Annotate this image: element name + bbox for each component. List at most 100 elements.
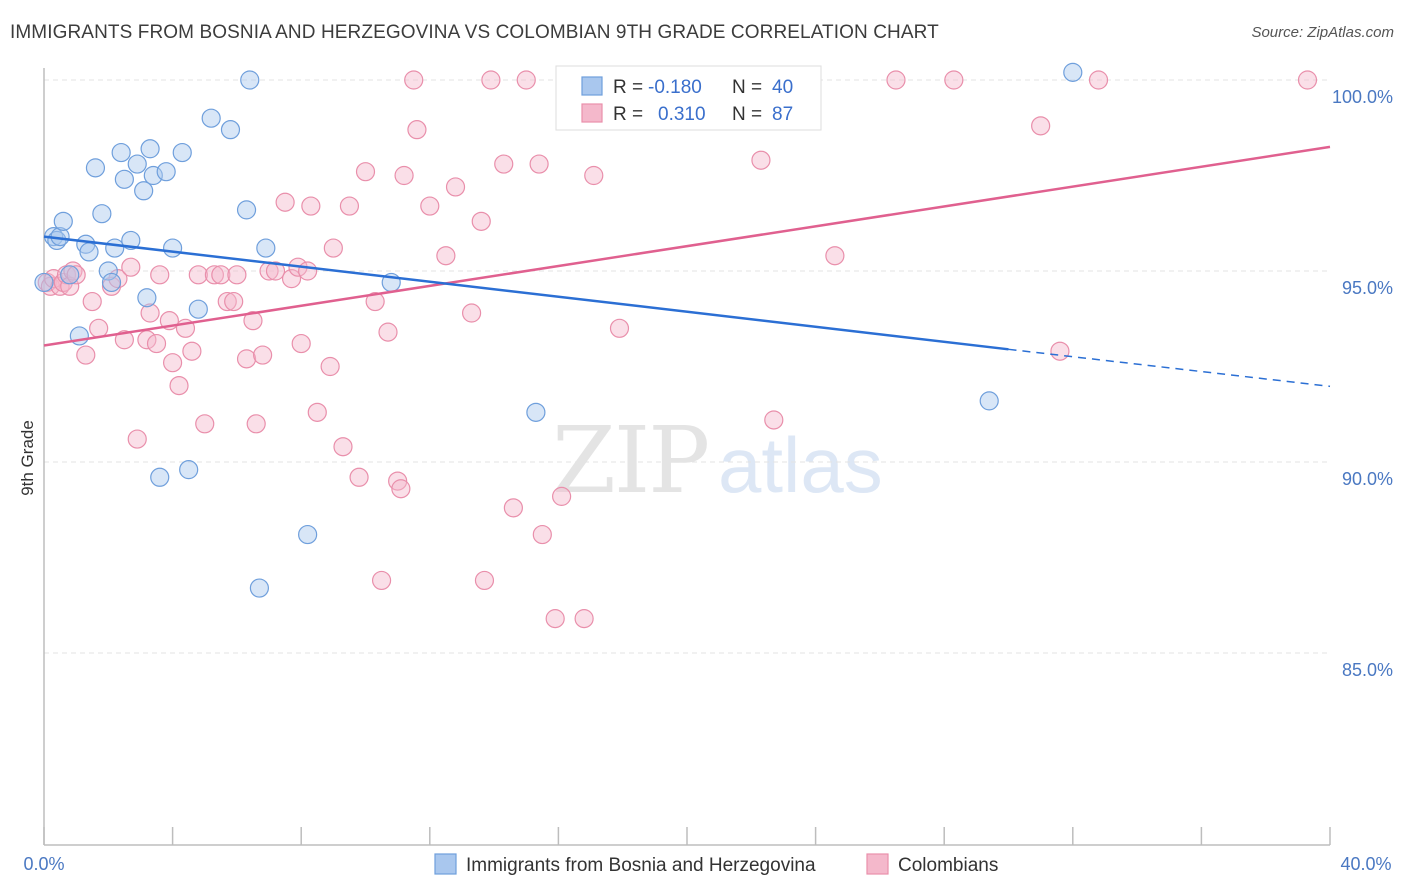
colombians-point <box>163 353 183 373</box>
bosnia-point <box>236 200 257 220</box>
bosnia-point <box>137 288 157 308</box>
bosnia-point <box>240 70 260 90</box>
legend-n-label-colombians: N = <box>732 104 762 125</box>
colombians-point <box>169 376 189 396</box>
colombians-point <box>1088 70 1109 90</box>
colombians-point <box>552 486 572 506</box>
colombians-point <box>281 269 302 289</box>
colombians-point <box>121 257 141 277</box>
colombians-point <box>609 318 630 338</box>
colombians-point <box>320 356 340 377</box>
colombians-point <box>394 165 414 186</box>
series-legend-swatch-colombians <box>866 853 889 875</box>
colombians-point <box>481 70 501 90</box>
legend-n-value-bosnia: 40 <box>772 77 793 98</box>
colombians-point <box>195 414 215 434</box>
colombians-point <box>114 330 134 350</box>
bosnia-points <box>34 62 1083 598</box>
colombians-point <box>146 333 167 354</box>
bosnia-point <box>79 242 99 262</box>
bosnia-point <box>114 169 134 189</box>
colombians-point <box>1031 116 1051 136</box>
x-tick-label-min: 0.0% <box>23 854 64 874</box>
bosnia-point <box>163 238 183 258</box>
colombians-point <box>307 402 327 422</box>
colombians-point <box>246 414 266 434</box>
colombians-point <box>529 154 549 174</box>
colombians-point <box>371 570 392 591</box>
colombians-point <box>886 70 906 90</box>
colombians-point <box>764 410 784 430</box>
legend-r-value-colombians: 0.310 <box>658 104 706 125</box>
bosnia-point <box>220 120 241 140</box>
colombians-point <box>217 291 237 312</box>
y-tick-label: 100.0% <box>1332 87 1393 107</box>
source-credit: Source: ZipAtlas.com <box>1251 24 1394 41</box>
watermark: ZIP atlas <box>552 407 883 514</box>
colombians-point <box>275 192 295 212</box>
colombians-point <box>140 303 160 323</box>
legend-r-label-bosnia: R = <box>613 77 643 98</box>
colombians-point <box>445 177 466 197</box>
colombians-point <box>545 609 565 629</box>
colombians-point <box>407 120 427 140</box>
bosnia-point <box>92 204 112 224</box>
colombians-point <box>944 70 964 90</box>
bosnia-point <box>256 238 276 258</box>
watermark-atlas: atlas <box>718 421 883 509</box>
series-legend-label-colombians: Colombians <box>898 855 998 876</box>
bosnia-point <box>105 238 125 258</box>
bosnia-point <box>298 524 318 545</box>
legend-swatch-bosnia <box>581 76 603 96</box>
colombians-point <box>355 162 376 182</box>
colombians-point <box>76 345 96 365</box>
colombians-point <box>461 303 482 323</box>
colombians-point <box>349 467 369 487</box>
series-legend: Immigrants from Bosnia and Herzegovina C… <box>434 853 998 876</box>
bosnia-point <box>249 578 270 598</box>
bosnia-point <box>98 261 118 281</box>
bosnia-point <box>979 391 999 411</box>
colombians-point <box>150 265 170 285</box>
colombians-point <box>584 165 604 186</box>
bosnia-point <box>201 108 221 128</box>
correlation-legend: R = -0.180 N = 40 R = 0.310 N = 87 <box>555 65 822 131</box>
watermark-zip: ZIP <box>552 407 708 514</box>
bosnia-point <box>150 467 170 487</box>
colombians-point <box>301 196 321 216</box>
x-tick-label-max: 40.0% <box>1340 854 1391 874</box>
colombians-point <box>227 265 247 285</box>
colombians-point <box>378 322 398 342</box>
colombians-point <box>188 265 208 285</box>
bosnia-point <box>172 142 192 163</box>
y-axis-label: 9th Grade <box>18 420 37 496</box>
bosnia-trend-extrapolation <box>1008 348 1331 388</box>
chart-title: IMMIGRANTS FROM BOSNIA AND HERZEGOVINA V… <box>10 22 939 43</box>
colombians-point <box>82 291 102 312</box>
colombians-point <box>825 246 845 266</box>
y-tick-labels: 85.0% 90.0% 95.0% 100.0% <box>1332 87 1393 680</box>
legend-r-value-bosnia: -0.180 <box>648 77 702 98</box>
legend-swatch-colombians <box>581 103 603 123</box>
colombians-point <box>574 609 594 629</box>
colombians-point <box>436 246 456 266</box>
bosnia-trend-line <box>43 235 1009 351</box>
gridlines <box>44 79 1330 654</box>
colombians-point <box>211 265 231 285</box>
bosnia-point <box>1063 62 1083 82</box>
colombians-point <box>1050 341 1070 361</box>
bosnia-point <box>85 158 106 178</box>
colombians-point <box>224 291 244 312</box>
bosnia-point <box>156 162 176 182</box>
y-tick-label: 85.0% <box>1342 660 1393 680</box>
y-tick-label: 95.0% <box>1342 278 1393 298</box>
bosnia-point <box>101 272 122 293</box>
colombians-point <box>265 261 286 281</box>
bosnia-point <box>526 402 546 422</box>
colombians-point <box>243 311 263 331</box>
colombians-point <box>291 333 311 354</box>
bosnia-point <box>143 165 163 186</box>
colombians-point <box>204 265 224 285</box>
colombians-point <box>516 70 536 90</box>
colombians-point <box>471 211 491 231</box>
